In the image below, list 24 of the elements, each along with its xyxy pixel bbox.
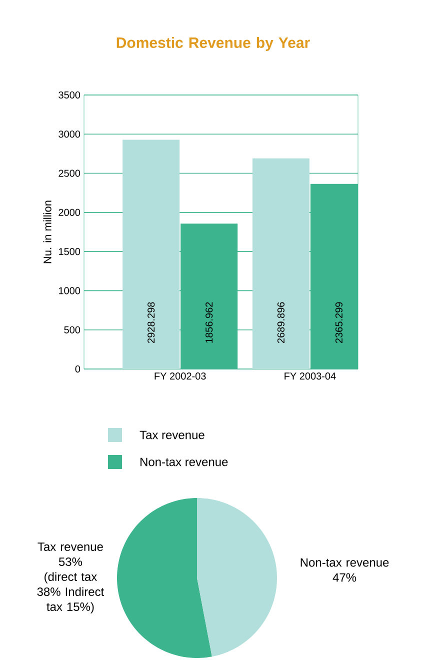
y-axis-title: Nu. in million <box>43 200 52 264</box>
y-tick-label: 1500 <box>58 248 80 256</box>
chart-title: Domestic Revenue by Year <box>116 37 310 51</box>
data-label: 2928.298 <box>148 302 155 343</box>
y-tick-label: 2500 <box>58 170 80 177</box>
y-tick-label: 1000 <box>58 287 80 294</box>
x-tick-label: FY 2002-03 <box>154 372 206 380</box>
y-tick-label: 0 <box>75 365 80 373</box>
slice-label: Tax revenue <box>38 542 103 551</box>
y-tick-label: 3000 <box>58 130 80 138</box>
data-label: 2689.896 <box>277 302 284 343</box>
data-label: 53% <box>58 558 82 566</box>
legend-label: Tax revenue <box>140 430 204 440</box>
text: (direct tax 38% Indirect tax 15%) <box>37 572 104 614</box>
y-tick-label: 500 <box>64 326 80 334</box>
y-tick-label: 2000 <box>58 208 80 216</box>
x-tick-label: FY 2003-04 <box>284 372 336 380</box>
legend-label: Non-tax revenue <box>140 458 228 466</box>
slice-label: Non-tax revenue <box>300 558 389 567</box>
y-tick-label: 3500 <box>58 91 80 99</box>
data-label: 47% <box>332 573 356 582</box>
data-label: 2365.299 <box>335 302 342 343</box>
bar <box>122 140 180 369</box>
data-label: 1856.962 <box>206 302 213 343</box>
